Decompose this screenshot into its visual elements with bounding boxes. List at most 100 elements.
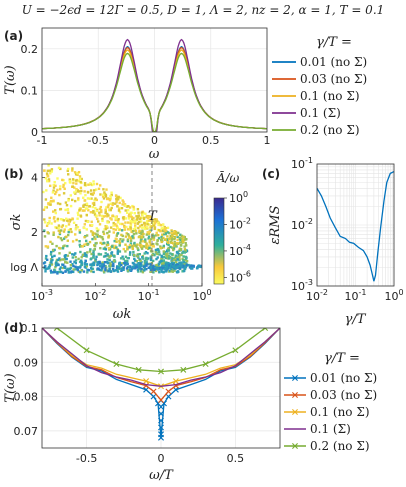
panel-b-heatmap-cell [124, 250, 127, 253]
panel-b-heatmap-cell [99, 241, 102, 245]
panel-b-heatmap-cell [100, 210, 103, 214]
panel-b-heatmap-cell [183, 245, 186, 248]
panel-b-heatmap-cell [169, 256, 172, 259]
panel-b-heatmap-cell [121, 222, 124, 226]
panel-b-heatmap-cell [143, 226, 146, 229]
panel-b-heatmap-cell [129, 239, 133, 242]
panel-b-heatmap-cell [151, 253, 154, 257]
panel-b-heatmap-cell [43, 221, 47, 224]
panel-b-heatmap-cell [52, 199, 55, 202]
panel-b-heatmap-cell [132, 243, 136, 246]
panel-b-heatmap-cell [99, 253, 103, 256]
panel-b-heatmap-cell [77, 179, 80, 183]
panel-b-heatmap-cell [116, 249, 120, 252]
panel-b-heatmap-cell [161, 233, 164, 236]
panel-b-heatmap-cell [53, 268, 56, 272]
panel-b-heatmap-cell [50, 196, 53, 199]
panel-b-heatmap-cell [63, 228, 66, 231]
panel-b-heatmap-cell [167, 247, 170, 250]
panel-b-heatmap-cell [90, 230, 93, 233]
panel-b-heatmap-cell [195, 267, 199, 270]
panel-b-heatmap-cell [182, 239, 186, 242]
panel-b-heatmap-cell [161, 262, 164, 266]
panel-b-heatmap-cell [104, 246, 107, 249]
panel-b-heatmap-cell [58, 193, 61, 197]
panel-b-heatmap-cell [160, 229, 163, 233]
panel-c-xtick: 10-2 [306, 288, 328, 303]
panel-d-marker [165, 393, 172, 400]
panel-b-heatmap-cell [139, 239, 143, 243]
panel-b-heatmap-cell [177, 242, 180, 245]
panel-b-heatmap-cell [71, 263, 74, 266]
panel-b-heatmap-cell [164, 266, 167, 269]
panel-b-xtick: 10-1 [138, 288, 160, 303]
panel-b-heatmap-cell [143, 252, 146, 255]
panel-b-heatmap-cell [77, 198, 80, 202]
panel-b-heatmap-cell [131, 235, 134, 238]
panel-b-heatmap-cell [74, 252, 77, 255]
panel-b-heatmap-cell [91, 193, 94, 196]
panel-b-heatmap-cell [98, 223, 102, 226]
panel-b-heatmap-cell [131, 246, 134, 250]
panel-b-heatmap-cell [67, 197, 70, 201]
panel-b-heatmap-cell [99, 205, 102, 209]
panel-b-heatmap-cell [164, 238, 167, 241]
panel-b-heatmap-cell [74, 199, 77, 203]
panel-b-heatmap-cell [117, 208, 121, 211]
panel-b-heatmap-cell [87, 209, 90, 212]
panel-b-heatmap-cell [59, 167, 62, 171]
panel-b-heatmap-cell [119, 257, 123, 260]
panel-b-heatmap-cell [54, 226, 57, 229]
panel-b-heatmap-cell [52, 189, 55, 192]
panel-b-heatmap-cell [110, 191, 113, 194]
panel-b-heatmap-cell [98, 207, 102, 211]
panel-b-heatmap-cell [74, 173, 78, 176]
panel-b-heatmap-cell [115, 199, 118, 202]
panel-b-heatmap-cell [134, 224, 137, 227]
panel-c-xtick: 10-1 [345, 288, 367, 303]
panel-b-heatmap-cell [61, 178, 64, 182]
panel-b-heatmap-cell [47, 265, 51, 269]
panel-b-heatmap-cell [103, 228, 106, 231]
legend-d-items: 0.01 (no Σ) 0.03 (no Σ) 0.1 (no Σ) 0.1 (Σ) 0… [284, 371, 377, 453]
panel-c-lines [316, 171, 395, 282]
panel-b-heatmap-cell [101, 219, 104, 222]
panel-b-heatmap-cell [110, 252, 113, 255]
panel-b-heatmap-cell [162, 259, 166, 262]
panel-b-heatmap-cell [178, 249, 181, 252]
panel-b-heatmap-cell [106, 253, 109, 256]
panel-b-heatmap-cell [185, 264, 188, 267]
panel-b-heatmap-cell [43, 169, 46, 172]
panel-b-heatmap-cell [61, 224, 65, 227]
legend-a-entry: 0.1 (no Σ) [300, 89, 360, 103]
panel-b-heatmap-cell [44, 257, 48, 260]
panel-d-marker [202, 361, 209, 367]
panel-b-heatmap-cell [100, 200, 103, 204]
panel-b-heatmap-cell [169, 245, 172, 249]
panel-b-heatmap-cell [135, 232, 138, 235]
panel-b-heatmap-cell [105, 260, 109, 264]
panel-a-label: (a) [4, 29, 23, 43]
panel-b-heatmap-cell [149, 263, 152, 266]
panel-b-heatmap-cell [149, 243, 153, 246]
panel-b-heatmap-cell [90, 257, 93, 260]
panel-b-heatmap-cell [111, 264, 115, 267]
panel-b-heatmap-cell [105, 269, 108, 272]
panel-b-heatmap-cell [163, 233, 166, 236]
panel-b-heatmap-cell [116, 270, 120, 273]
panel-b-heatmap-cell [114, 223, 117, 226]
panel-b-heatmap-cell [127, 228, 130, 231]
panel-b-heatmap-cell [66, 208, 70, 211]
panel-b-heatmap-cell [133, 266, 136, 270]
panel-b-heatmap-cell [65, 257, 68, 261]
panel-b-heatmap-cell [140, 264, 143, 268]
panel-b-heatmap-cell [160, 240, 163, 244]
panel-b-heatmap-cell [184, 255, 187, 259]
panel-b-heatmap-cell [128, 246, 131, 249]
panel-b-heatmap-cell [173, 267, 176, 271]
panel-b-heatmap-cell [169, 237, 172, 240]
panel-b-heatmap-cell [96, 263, 100, 266]
panel-b-heatmap-cell [51, 248, 55, 252]
panel-b-heatmap-cell [162, 252, 166, 255]
panel-b-heatmap-cell [55, 226, 59, 230]
